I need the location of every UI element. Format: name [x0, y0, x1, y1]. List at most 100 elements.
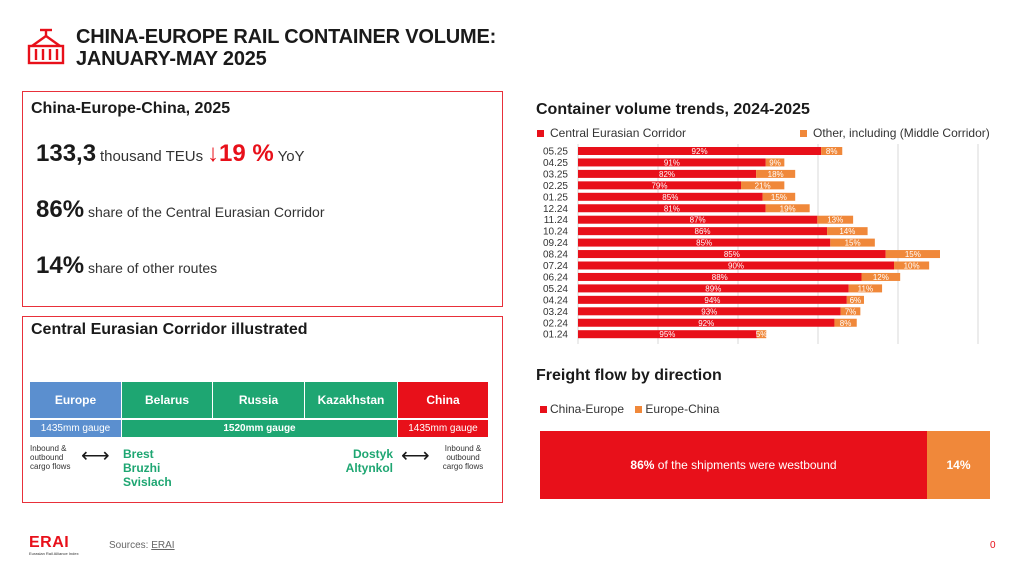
tick-label: 07.24: [543, 261, 568, 272]
bar-other: [765, 204, 810, 213]
change-label: YoY: [277, 148, 305, 165]
share-other-kpi: 14% share of other routes: [36, 252, 217, 280]
tick-label: 01.24: [543, 330, 568, 341]
country-europe: Europe: [30, 382, 121, 418]
tick-label: 11.24: [544, 215, 569, 226]
share-central-kpi: 86% share of the Central Eurasian Corrid…: [36, 196, 325, 224]
bar-central: [578, 318, 835, 327]
data-label-central: 95%: [659, 330, 675, 339]
data-label-central: 81%: [664, 204, 680, 213]
bar-other: [756, 169, 796, 178]
tick-label: 12.24: [543, 204, 568, 215]
sources-link[interactable]: ERAI: [151, 540, 175, 551]
tick-label: 05.24: [543, 284, 568, 295]
bar-other: [765, 158, 785, 167]
data-label-central: 92%: [692, 147, 708, 156]
page-title: CHINA-EUROPE RAIL CONTAINER VOLUME: JANU…: [76, 26, 496, 70]
bar-central: [578, 192, 763, 201]
trends-chart: 05.25 92% 8% 04.25 91% 9% 03.25 82% 18% 02.25 79% 2…: [543, 144, 979, 344]
tick-label: 06.24: [543, 272, 568, 283]
country-kazakhstan: Kazakhstan: [305, 382, 397, 418]
freight-bar-eastbound: 14%: [927, 431, 990, 499]
data-label-other: 7%: [845, 307, 857, 316]
data-label-other: 15%: [771, 193, 787, 202]
bar-central: [578, 158, 766, 167]
share-other-value: 14%: [36, 252, 85, 279]
bar-central: [578, 272, 862, 281]
data-label-other: 21%: [755, 181, 771, 190]
volume-value: 133,3: [36, 140, 97, 167]
bar-central: [578, 250, 886, 259]
right-crossings: Dostyk Altynkol: [323, 447, 393, 475]
westbound-text: of the shipments were westbound: [657, 458, 837, 472]
data-label-central: 88%: [712, 273, 728, 282]
change-value: 19 %: [218, 140, 274, 167]
data-label-central: 85%: [724, 250, 740, 259]
legend-swatch-orange: [800, 130, 807, 138]
data-label-other: 15%: [845, 239, 861, 248]
container-crane-icon: [26, 26, 66, 66]
bar-central: [578, 330, 757, 339]
bar-central: [578, 169, 757, 178]
data-label-central: 91%: [664, 158, 680, 167]
bar-central: [578, 147, 822, 155]
data-label-central: 90%: [728, 262, 744, 271]
trends-chart-title: Container volume trends, 2024-2025: [536, 101, 810, 118]
freight-bar: 86% of the shipments were westbound 14%: [540, 431, 990, 499]
data-label-other: 14%: [839, 227, 855, 236]
tick-label: 01.25: [543, 192, 568, 203]
westbound-value: 86%: [630, 458, 655, 472]
bar-central: [578, 181, 742, 190]
legend-swatch-eastbound: [635, 406, 643, 414]
data-label-other: 5%: [756, 330, 768, 339]
bar-other: [840, 307, 861, 316]
tick-label: 09.24: [543, 238, 568, 249]
bar-other: [762, 192, 796, 201]
kpi-panel-title: China-Europe-China, 2025: [31, 100, 231, 117]
page-title-line1: CHINA-EUROPE RAIL CONTAINER VOLUME:: [76, 26, 497, 48]
left-bidirectional-arrow-icon: ⟷: [81, 445, 110, 467]
bar-other: [827, 227, 868, 236]
bar-other: [741, 181, 785, 190]
bar-other: [885, 250, 940, 259]
tick-label: 05.25: [543, 147, 568, 158]
freight-chart-title: Freight flow by direction: [536, 367, 722, 384]
tick-label: 04.24: [543, 295, 568, 306]
right-flow-note: Inbound & outbound cargo flows: [442, 444, 484, 471]
data-label-central: 85%: [696, 239, 712, 248]
crossing-brest: Brest: [123, 447, 154, 461]
data-label-other: 6%: [850, 296, 862, 305]
bar-central: [578, 215, 818, 224]
country-belarus: Belarus: [122, 382, 212, 418]
right-bidirectional-arrow-icon: ⟷: [401, 445, 430, 467]
data-label-other: 19%: [780, 204, 796, 213]
bar-other: [830, 238, 875, 247]
gauge-mid: 1520mm gauge: [122, 420, 397, 437]
gauge-right: 1435mm gauge: [398, 420, 488, 437]
data-label-central: 82%: [659, 170, 675, 179]
erai-logo-text: ERAI: [29, 534, 70, 551]
sources: Sources: ERAI: [109, 540, 175, 551]
data-label-other: 9%: [769, 158, 781, 167]
crossing-altynkol: Altynkol: [345, 461, 393, 475]
data-label-central: 94%: [704, 296, 720, 305]
gauge-left: 1435mm gauge: [30, 420, 121, 437]
corridor-panel-title: Central Eurasian Corridor illustrated: [31, 321, 308, 338]
tick-label: 02.25: [543, 181, 568, 192]
crossing-dostyk: Dostyk: [352, 447, 393, 461]
crossing-bruzhi: Bruzhi: [123, 461, 161, 475]
data-label-central: 85%: [662, 193, 678, 202]
erai-logo: ERAI Eurasian Rail Alliance Index: [29, 534, 79, 557]
data-label-central: 79%: [651, 181, 667, 190]
erai-logo-subtext: Eurasian Rail Alliance Index: [29, 551, 79, 556]
bar-other: [756, 330, 767, 339]
legend-label-eastbound: Europe-China: [645, 402, 720, 416]
legend-label-westbound: China-Europe: [550, 402, 625, 416]
legend-label-central: Central Eurasian Corridor: [550, 126, 687, 140]
data-label-other: 18%: [768, 170, 784, 179]
data-label-other: 12%: [873, 273, 889, 282]
data-label-other: 13%: [827, 216, 843, 225]
bar-central: [578, 204, 766, 213]
tick-label: 04.25: [543, 158, 568, 169]
bar-central: [578, 307, 841, 316]
